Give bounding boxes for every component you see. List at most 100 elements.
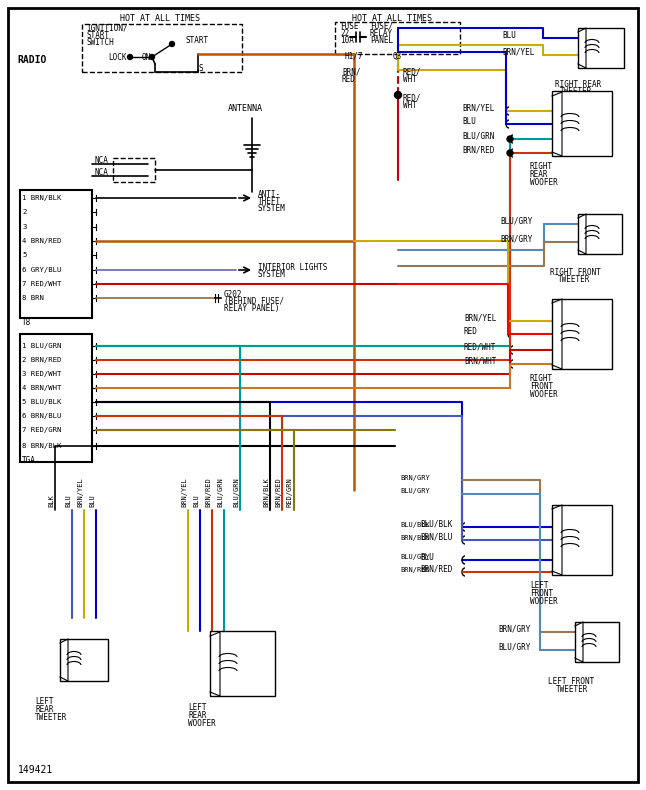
Bar (552, 299, 612, 369)
Text: 10A: 10A (340, 36, 354, 44)
Text: RED: RED (342, 74, 356, 84)
Text: BRN/YEL: BRN/YEL (502, 47, 534, 57)
Text: BRN/GRY: BRN/GRY (498, 625, 530, 634)
Text: 3 RED/WHT: 3 RED/WHT (22, 371, 61, 377)
Bar (552, 505, 612, 575)
Text: 8 BRN: 8 BRN (22, 295, 44, 301)
Text: BRN/RED: BRN/RED (275, 477, 281, 507)
Text: RIGHT REAR: RIGHT REAR (555, 80, 601, 88)
Text: BLU/GRN: BLU/GRN (462, 131, 494, 141)
Text: BLU/BLK: BLU/BLK (420, 520, 452, 529)
Text: BRN/YEL: BRN/YEL (181, 477, 187, 507)
Text: RED/WHT: RED/WHT (464, 343, 496, 352)
Text: ANTI-: ANTI- (258, 190, 281, 198)
Circle shape (395, 92, 402, 99)
Text: REAR: REAR (35, 705, 54, 714)
Text: 7 RED/GRN: 7 RED/GRN (22, 427, 61, 433)
Text: HOT AT ALL TIMES: HOT AT ALL TIMES (352, 13, 432, 22)
Bar (210, 631, 275, 696)
Text: 6 GRY/BLU: 6 GRY/BLU (22, 267, 61, 273)
Text: 3: 3 (22, 224, 26, 230)
Bar (20, 334, 92, 462)
Text: BRN/BLK: BRN/BLK (263, 477, 269, 507)
Bar (82, 24, 242, 72)
Text: BRN/RED: BRN/RED (205, 477, 211, 507)
Text: WHT: WHT (403, 100, 417, 110)
Text: TWEETER: TWEETER (560, 86, 592, 96)
Text: HOT AT ALL TIMES: HOT AT ALL TIMES (120, 13, 200, 22)
Text: LEFT: LEFT (188, 704, 207, 713)
Text: SYSTEM: SYSTEM (258, 269, 286, 279)
Text: 5: 5 (22, 252, 26, 258)
Text: LOCK: LOCK (108, 52, 127, 62)
Circle shape (149, 55, 154, 59)
Text: WOOFER: WOOFER (188, 720, 216, 728)
Text: BRN/GRY: BRN/GRY (500, 235, 532, 243)
Text: START: START (185, 36, 208, 44)
Text: 7 RED/WHT: 7 RED/WHT (22, 281, 61, 287)
Bar (578, 214, 622, 254)
Text: BRN/RED: BRN/RED (462, 145, 494, 155)
Text: BRN/YEL: BRN/YEL (462, 103, 494, 112)
Text: 4 BRN/WHT: 4 BRN/WHT (22, 385, 61, 391)
Text: BLU: BLU (89, 495, 95, 507)
Bar (335, 22, 460, 54)
Text: (BEHIND FUSE/: (BEHIND FUSE/ (224, 296, 284, 306)
Text: BLU: BLU (193, 495, 199, 507)
Text: S: S (198, 63, 203, 73)
Text: INTERIOR LIGHTS: INTERIOR LIGHTS (258, 262, 328, 272)
Text: REAR: REAR (530, 170, 548, 179)
Text: 2: 2 (22, 209, 26, 215)
Text: WOOFER: WOOFER (530, 178, 557, 186)
Text: RIGHT: RIGHT (530, 374, 553, 382)
Text: Q3: Q3 (393, 51, 402, 61)
Text: 1 BLU/GRN: 1 BLU/GRN (22, 343, 61, 349)
Circle shape (507, 136, 513, 142)
Text: SWITCH: SWITCH (86, 37, 114, 47)
Text: BRN/RED: BRN/RED (400, 567, 430, 573)
Text: BRN/WHT: BRN/WHT (464, 356, 496, 366)
Text: LEFT: LEFT (530, 581, 548, 589)
Bar (20, 190, 92, 318)
Text: WOOFER: WOOFER (530, 596, 557, 605)
Text: RADIO: RADIO (17, 55, 47, 65)
Text: NCA: NCA (94, 167, 108, 176)
Text: RED/GRN: RED/GRN (287, 477, 293, 507)
Text: BRN/YEL: BRN/YEL (77, 477, 83, 507)
Text: 2 BRN/RED: 2 BRN/RED (22, 357, 61, 363)
Text: BLK: BLK (48, 495, 54, 507)
Text: BRN/RED: BRN/RED (420, 565, 452, 574)
Text: BRN/BLU: BRN/BLU (420, 532, 452, 541)
Text: RED/: RED/ (403, 67, 421, 77)
Text: BLU: BLU (502, 31, 516, 40)
Text: START: START (86, 31, 109, 40)
Text: WOOFER: WOOFER (530, 389, 557, 398)
Text: RELAY: RELAY (370, 28, 393, 37)
Text: 4 BRN/RED: 4 BRN/RED (22, 238, 61, 244)
Text: ON: ON (142, 52, 151, 62)
Text: BLU: BLU (462, 116, 476, 126)
Text: G202: G202 (224, 289, 242, 299)
Text: WHT: WHT (403, 74, 417, 84)
Bar (578, 28, 624, 68)
Text: LEFT: LEFT (35, 698, 54, 706)
Text: BLU/GRY: BLU/GRY (400, 488, 430, 494)
Text: BLU/BLK: BLU/BLK (400, 522, 430, 528)
Text: BLU/GRY: BLU/GRY (500, 216, 532, 225)
Text: FUSE: FUSE (340, 21, 359, 31)
Text: REAR: REAR (188, 712, 207, 720)
Text: RED: RED (464, 326, 478, 336)
Text: BRN/BLU: BRN/BLU (400, 535, 430, 541)
Text: BLU: BLU (420, 552, 434, 562)
Circle shape (127, 55, 132, 59)
Text: BRN/GRY: BRN/GRY (400, 475, 430, 481)
Circle shape (507, 150, 513, 156)
Text: LEFT FRONT: LEFT FRONT (548, 676, 594, 686)
Text: T8: T8 (22, 318, 31, 326)
Text: PANEL: PANEL (370, 36, 393, 44)
Text: FUSE/: FUSE/ (370, 21, 393, 31)
Text: BLU/GRN: BLU/GRN (217, 477, 223, 507)
Text: RIGHT FRONT: RIGHT FRONT (550, 268, 601, 276)
Text: TWEETER: TWEETER (35, 713, 67, 723)
Text: ANTENNA: ANTENNA (228, 103, 263, 112)
